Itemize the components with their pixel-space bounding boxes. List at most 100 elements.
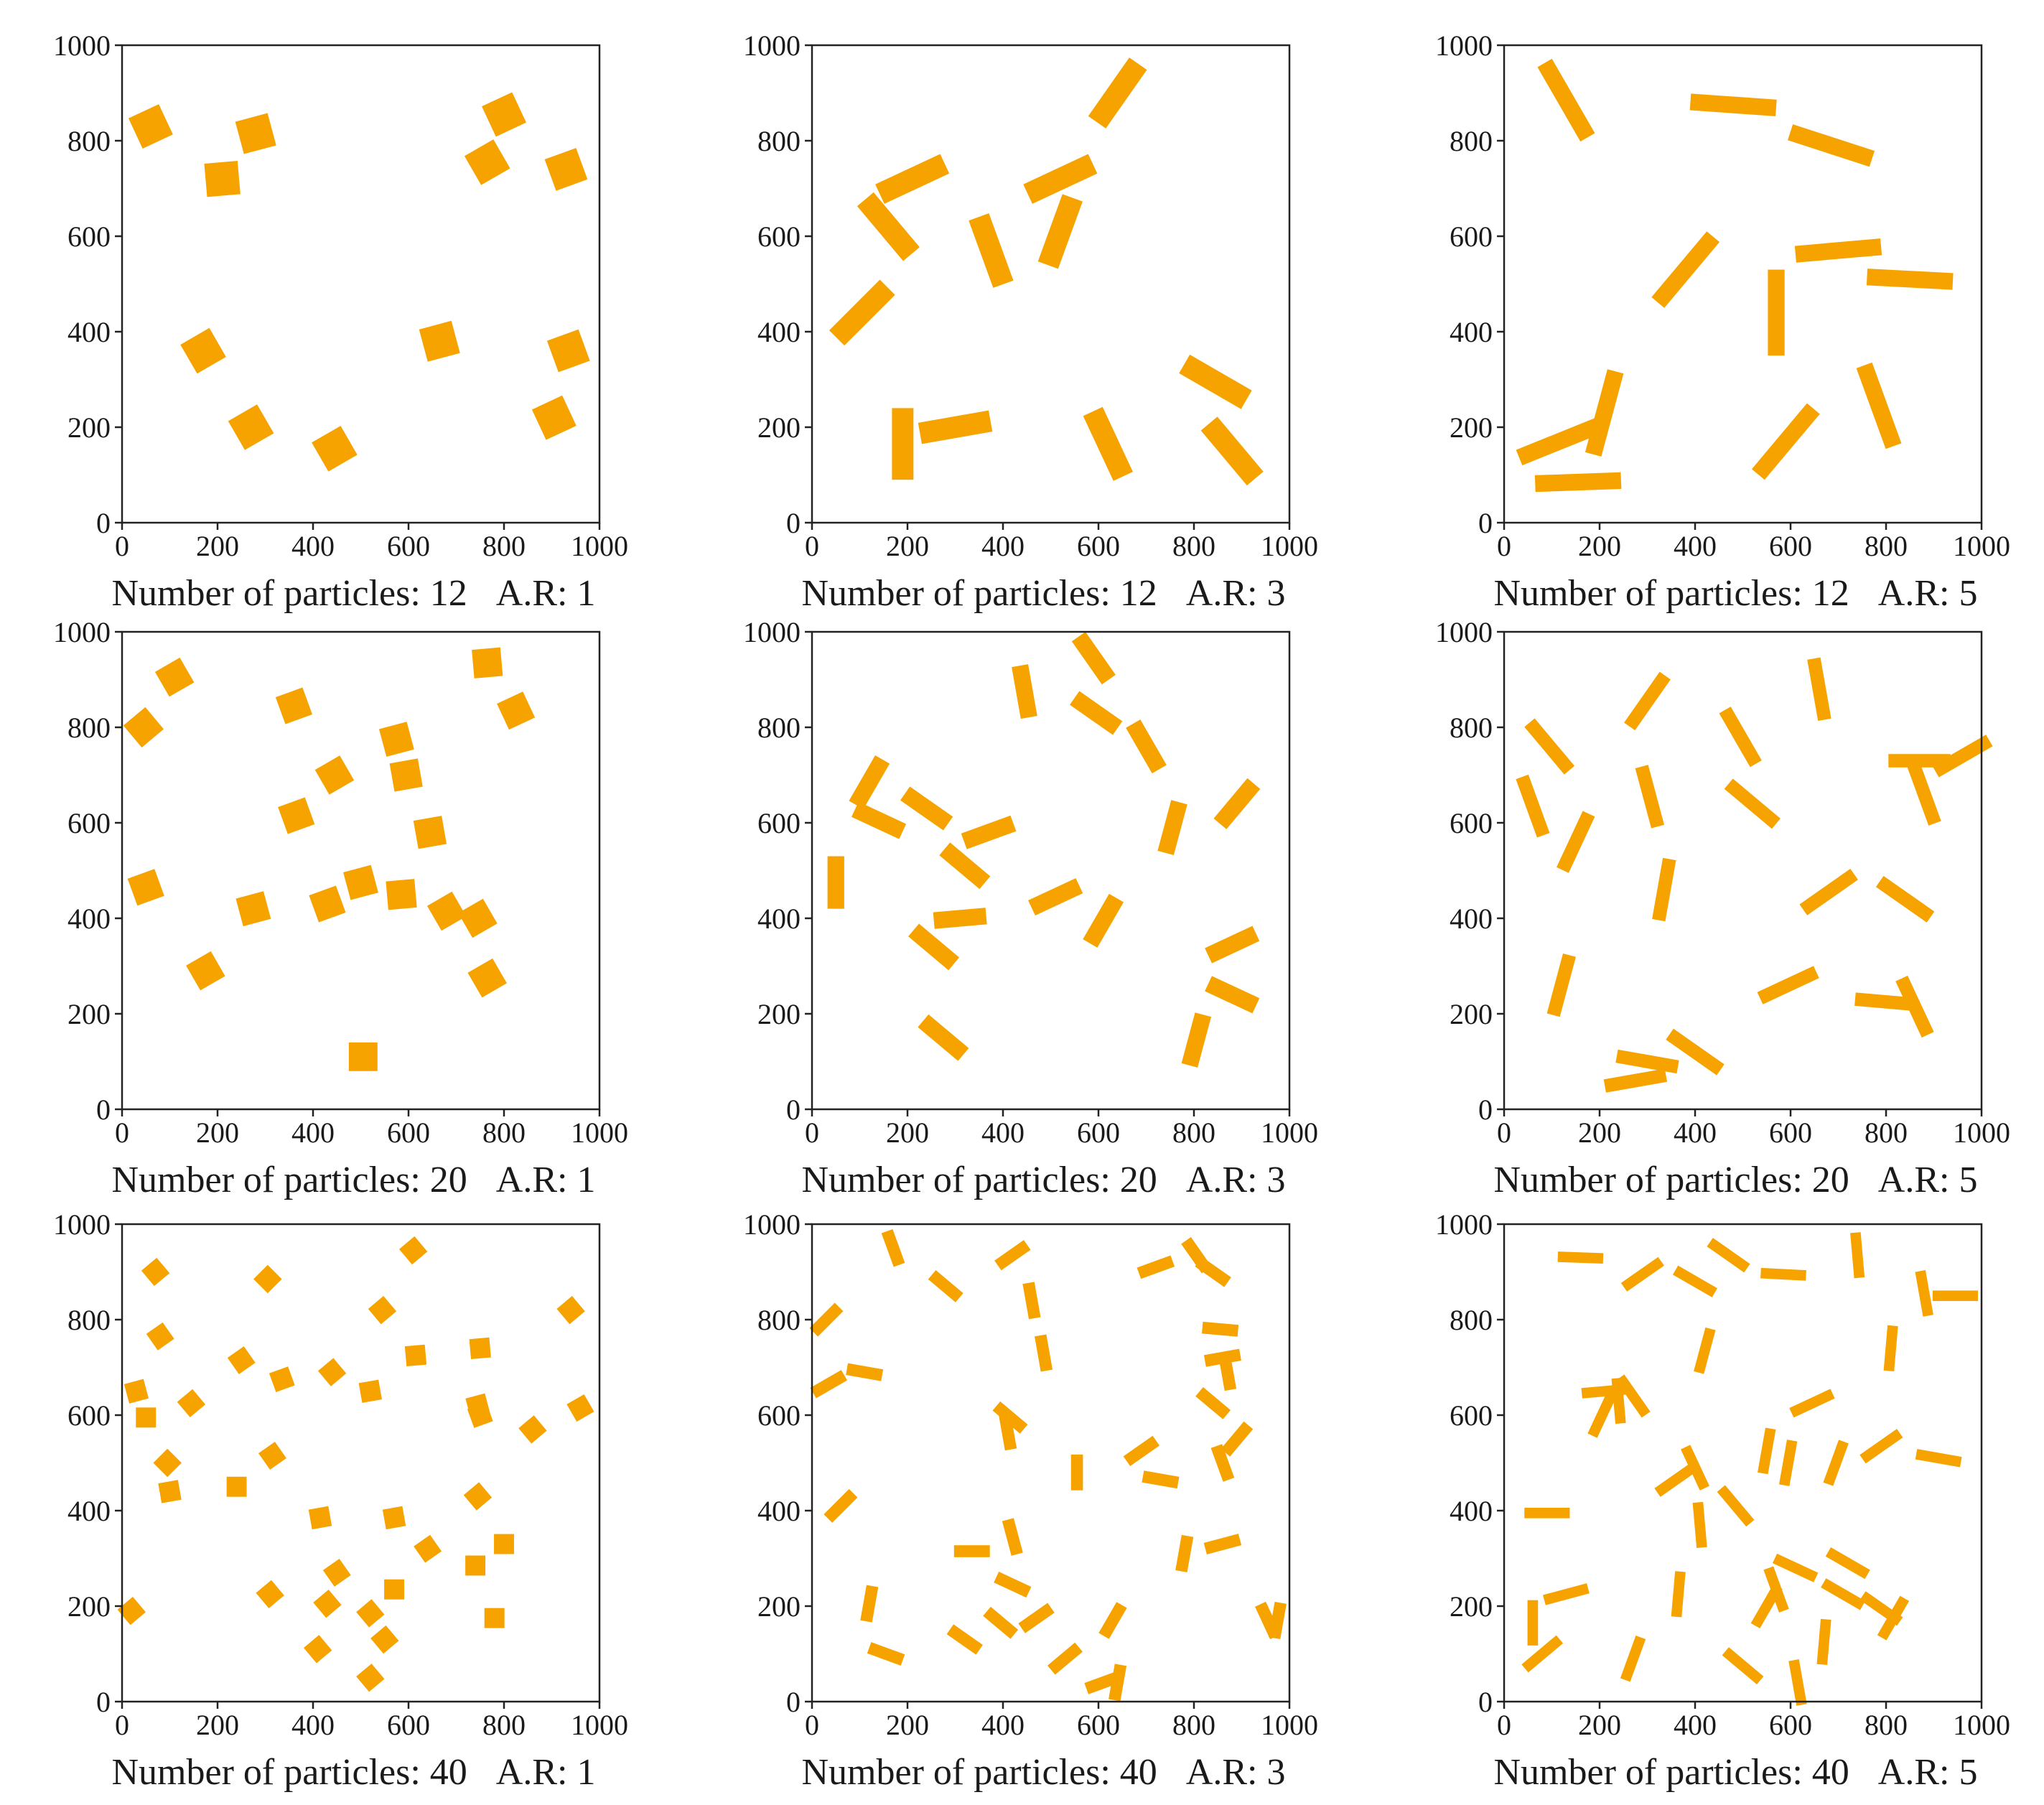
x-tick-label: 0 (1497, 530, 1511, 562)
particle (314, 755, 355, 795)
caption-aspect-ratio: A.R: 3 (1186, 573, 1286, 614)
particle (1692, 1501, 1707, 1549)
particle (1070, 1454, 1083, 1491)
particle (1717, 1485, 1755, 1527)
particle (465, 1555, 486, 1576)
particle (464, 139, 510, 185)
y-tick-label: 400 (757, 316, 801, 348)
particle (1098, 1602, 1127, 1639)
particle (1018, 1603, 1055, 1633)
plot-frame (121, 630, 601, 1111)
particle (458, 898, 498, 938)
x-tick-label: 0 (1497, 1709, 1511, 1741)
particle (1037, 194, 1083, 269)
caption-aspect-ratio: A.R: 3 (1186, 1752, 1286, 1793)
particle (235, 113, 276, 154)
particle (308, 1506, 332, 1530)
y-tick-label: 0 (786, 1686, 801, 1718)
panel-4: 0 200 400 600 800 1000 0 200 400 600 800 1000 Number… (53, 616, 628, 1200)
y-tick-label: 1000 (1435, 616, 1493, 648)
particle (146, 1322, 174, 1351)
x-tick-label: 600 (1077, 1709, 1120, 1741)
particle (1083, 893, 1124, 948)
x-tick-label: 600 (387, 1709, 430, 1741)
caption-aspect-ratio: A.R: 1 (496, 1160, 596, 1200)
particle (1088, 57, 1147, 129)
particle (1757, 966, 1819, 1004)
x-tick-label: 400 (291, 1116, 335, 1149)
panel-caption: Number of particles: 40 A.R: 3 (802, 1752, 1286, 1793)
particle (414, 1534, 442, 1563)
particle (404, 1344, 427, 1367)
x-tick-label: 0 (1497, 1116, 1511, 1149)
particle (278, 797, 315, 834)
x-tick-label: 200 (886, 1709, 929, 1741)
particle (136, 1407, 157, 1428)
particle (309, 885, 346, 923)
caption-particle-count: Number of particles: 20 (112, 1160, 467, 1200)
caption-particle-count: Number of particles: 12 (1494, 573, 1849, 614)
x-tick-label: 600 (1769, 1116, 1812, 1149)
particle (228, 404, 274, 450)
particle (1221, 1421, 1254, 1457)
particle (1932, 1290, 1979, 1302)
x-tick-label: 600 (1077, 1116, 1120, 1149)
particle (546, 329, 590, 373)
particle (823, 1488, 858, 1523)
particle (1175, 1534, 1194, 1572)
y-tick-label: 0 (96, 507, 111, 539)
particle (269, 1366, 295, 1393)
particle (1142, 1470, 1180, 1489)
particle (1071, 631, 1116, 685)
y-tick-label: 600 (67, 807, 111, 839)
y-tick-label: 0 (96, 1093, 111, 1126)
particle (180, 327, 226, 374)
particle (186, 951, 225, 991)
particle (1109, 1664, 1127, 1702)
particle (494, 1534, 514, 1554)
particle (484, 1608, 505, 1628)
plot-frame (811, 1223, 1291, 1703)
particle (1587, 1392, 1617, 1438)
particle (1856, 362, 1902, 449)
particle (918, 1014, 969, 1061)
x-tick-label: 800 (482, 530, 526, 562)
y-tick-label: 600 (757, 220, 801, 253)
particle (1546, 953, 1576, 1017)
y-tick-label: 1000 (1435, 29, 1493, 62)
panel-6: 0 200 400 600 800 1000 0 200 400 600 800 1000 Number… (1435, 616, 2010, 1200)
particle (1888, 754, 1951, 768)
particle (469, 1337, 491, 1360)
particle (141, 1257, 170, 1287)
particle (253, 1264, 282, 1294)
particle (1789, 1389, 1835, 1418)
particle (1534, 472, 1622, 493)
y-tick-label: 800 (67, 125, 111, 157)
x-tick-label: 200 (1578, 530, 1621, 562)
panel-5: 0 200 400 600 800 1000 0 200 400 600 800 1000 Number… (743, 616, 1318, 1200)
x-tick-label: 1000 (1261, 530, 1318, 562)
panel-caption: Number of particles: 20 A.R: 1 (112, 1160, 596, 1200)
particle (1654, 1462, 1698, 1497)
panel-caption: Number of particles: 20 A.R: 3 (802, 1160, 1286, 1200)
particle (518, 1415, 547, 1444)
particle (313, 1590, 342, 1618)
x-tick-label: 200 (196, 1709, 239, 1741)
y-tick-label: 800 (1450, 712, 1493, 744)
x-tick-label: 1000 (1261, 1709, 1318, 1741)
particle (1047, 1642, 1083, 1675)
particle (846, 1363, 884, 1381)
x-tick-label: 0 (115, 1709, 129, 1741)
particle (1195, 1256, 1231, 1287)
caption-particle-count: Number of particles: 40 (112, 1752, 467, 1793)
particle (1758, 1427, 1776, 1475)
particle (235, 891, 271, 927)
x-tick-label: 200 (1578, 1709, 1621, 1741)
particle (939, 842, 991, 890)
particle (1652, 857, 1676, 922)
panel-2: 0 200 400 600 800 1000 0 200 400 600 800 1000 Number… (743, 29, 1318, 614)
x-tick-label: 400 (981, 1709, 1025, 1741)
caption-particle-count: Number of particles: 20 (802, 1160, 1157, 1200)
particle (566, 1394, 594, 1422)
particle (154, 657, 195, 697)
